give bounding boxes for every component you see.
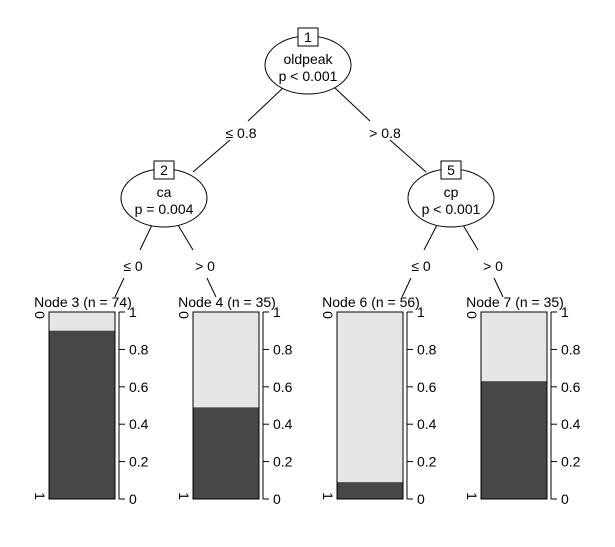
y-tick-label: 0.2: [417, 454, 437, 470]
y-tick-label: 0: [129, 491, 137, 507]
node-variable: ca: [157, 184, 172, 200]
y-tick-label: 0.6: [417, 379, 437, 395]
y-tick-label: 0.2: [561, 454, 581, 470]
edge-line-5-7: [462, 224, 479, 251]
bar-frame: [480, 311, 548, 500]
inner-node-1: 1 oldpeak p < 0.001: [264, 27, 352, 95]
node-title: Node 3 (n = 74): [34, 294, 132, 310]
y-tick-label: 0.8: [129, 341, 149, 357]
bar-class-1: [481, 381, 547, 499]
node-id-box: [440, 160, 462, 180]
node-title: Node 4 (n = 35): [178, 294, 276, 310]
y-tick-label: 0.8: [273, 341, 293, 357]
class-label: 0: [464, 311, 480, 319]
bar-class-1: [337, 482, 403, 499]
y-tick-label: 0.6: [561, 379, 581, 395]
edge-label: ≤ 0: [123, 258, 143, 274]
node-id: 5: [447, 162, 455, 178]
y-tick-label: 1: [129, 304, 137, 320]
edge-line-2-3: [114, 277, 125, 298]
node-id: 2: [160, 162, 168, 178]
class-label: 0: [32, 311, 48, 319]
y-tick-label: 0: [561, 491, 569, 507]
edge-line-2-3: [139, 224, 153, 251]
node-variable: oldpeak: [283, 51, 333, 67]
class-label: 1: [176, 492, 192, 500]
y-tick-label: 0.2: [129, 454, 149, 470]
y-tick-label: 0.6: [129, 379, 149, 395]
node-p-value: p < 0.001: [422, 201, 481, 217]
node-p-value: p < 0.001: [279, 68, 338, 84]
edge-label: ≤ 0.8: [225, 125, 256, 141]
y-tick-label: 0.8: [561, 341, 581, 357]
bar-class-1: [193, 407, 259, 499]
node-variable: cp: [444, 184, 459, 200]
bar-frame: [336, 311, 404, 500]
y-tick-label: 0: [273, 491, 281, 507]
node-id: 1: [304, 29, 312, 45]
node-title: Node 6 (n = 56): [322, 294, 420, 310]
edge-line-2-4: [177, 224, 194, 251]
y-tick-label: 0: [417, 491, 425, 507]
edge-line-1-5: [333, 86, 371, 122]
terminal-node-3: Node 6 (n = 56)01 00.20.40.60.81: [320, 294, 437, 507]
edge-line-2-4: [206, 277, 217, 298]
terminal-node-2: Node 4 (n = 35)01 00.20.40.60.81: [176, 294, 293, 507]
edge-line-5-6: [423, 224, 438, 251]
inner-node-5: 5 cp p < 0.001: [407, 160, 495, 228]
y-tick-label: 0.8: [417, 341, 437, 357]
class-label: 1: [464, 492, 480, 500]
class-label: 0: [176, 311, 192, 319]
edge-line-1-5: [389, 139, 427, 173]
edge-line-1-2: [247, 86, 285, 122]
bar-frame: [48, 311, 116, 500]
bar-class-1: [49, 330, 115, 499]
inner-node-2: 2 ca p = 0.004: [120, 160, 208, 228]
class-label: 0: [320, 311, 336, 319]
edge-label: > 0: [483, 258, 503, 274]
y-tick-label: 0.2: [273, 454, 293, 470]
class-label: 1: [32, 492, 48, 500]
edge-label: ≤ 0: [411, 258, 431, 274]
edge-label: > 0: [195, 258, 215, 274]
node-p-value: p = 0.004: [135, 201, 194, 217]
edge-line-5-7: [493, 277, 504, 298]
y-tick-label: 0.4: [273, 416, 293, 432]
y-tick-label: 1: [561, 304, 569, 320]
node-id-box: [297, 27, 319, 47]
y-tick-label: 1: [273, 304, 281, 320]
y-tick-label: 0.6: [273, 379, 293, 395]
terminal-node-1: Node 3 (n = 74)01 00.20.40.60.81: [32, 294, 149, 507]
y-tick-label: 1: [417, 304, 425, 320]
edge-line-1-2: [192, 139, 231, 173]
edge-line-5-6: [401, 277, 412, 298]
terminal-node-4: Node 7 (n = 35)01 00.20.40.60.81: [464, 294, 581, 507]
bar-frame: [192, 311, 260, 500]
class-label: 1: [320, 492, 336, 500]
node-title: Node 7 (n = 35): [466, 294, 564, 310]
node-id-box: [153, 160, 175, 180]
y-tick-label: 0.4: [417, 416, 437, 432]
y-tick-label: 0.4: [561, 416, 581, 432]
edge-label: > 0.8: [369, 125, 401, 141]
bar-class-0: [337, 312, 403, 499]
tree-edges: [114, 86, 504, 298]
y-tick-label: 0.4: [129, 416, 149, 432]
